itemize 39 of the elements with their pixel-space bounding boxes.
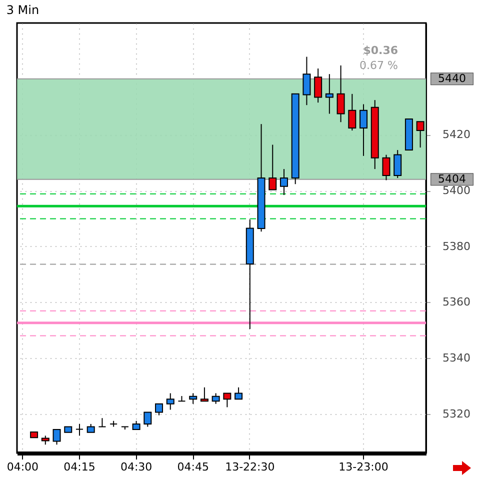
candlestick	[223, 392, 232, 408]
y-tick-label: 5420	[442, 128, 470, 142]
ref-line-label: 5440	[438, 72, 466, 85]
candlestick	[75, 423, 84, 436]
candlestick	[178, 396, 186, 402]
candlestick	[382, 154, 390, 181]
candlestick	[144, 412, 152, 428]
candlestick	[212, 392, 220, 404]
candlestick	[348, 93, 356, 131]
y-tick-label: 5380	[442, 240, 470, 253]
candlestick	[166, 392, 174, 410]
annotation: $0.36	[363, 44, 398, 57]
candlestick	[155, 403, 164, 416]
candlestick	[360, 104, 368, 156]
y-tick-label: 5320	[442, 407, 470, 420]
candlestick	[234, 386, 243, 400]
x-tick-label: 04:15	[64, 460, 96, 474]
x-tick-label: 04:30	[120, 460, 152, 474]
candlestick	[189, 392, 198, 404]
y-tick-label: 5360	[442, 296, 470, 309]
candlestick	[336, 64, 345, 123]
candlestick	[98, 418, 106, 428]
annotation: 0.67 %	[360, 59, 398, 72]
candlestick	[394, 150, 402, 178]
x-tick-label: 13-23:00	[338, 460, 388, 474]
ref-line-label: 5404	[438, 172, 466, 186]
y-tick-label: 5340	[442, 352, 470, 365]
x-tick-label: 13-22:30	[225, 460, 275, 474]
candlestick	[302, 56, 311, 106]
x-tick-label: 04:00	[6, 460, 39, 474]
candlestick	[200, 386, 208, 402]
candlestick	[314, 68, 322, 104]
candlestick	[268, 144, 277, 190]
chart-title: 3 Min	[6, 3, 40, 17]
candlestick	[52, 429, 61, 446]
x-tick-label: 04:45	[177, 460, 209, 474]
candlestick	[280, 168, 288, 196]
y-tick-label: 5400	[442, 184, 470, 198]
candlestick	[325, 74, 334, 114]
